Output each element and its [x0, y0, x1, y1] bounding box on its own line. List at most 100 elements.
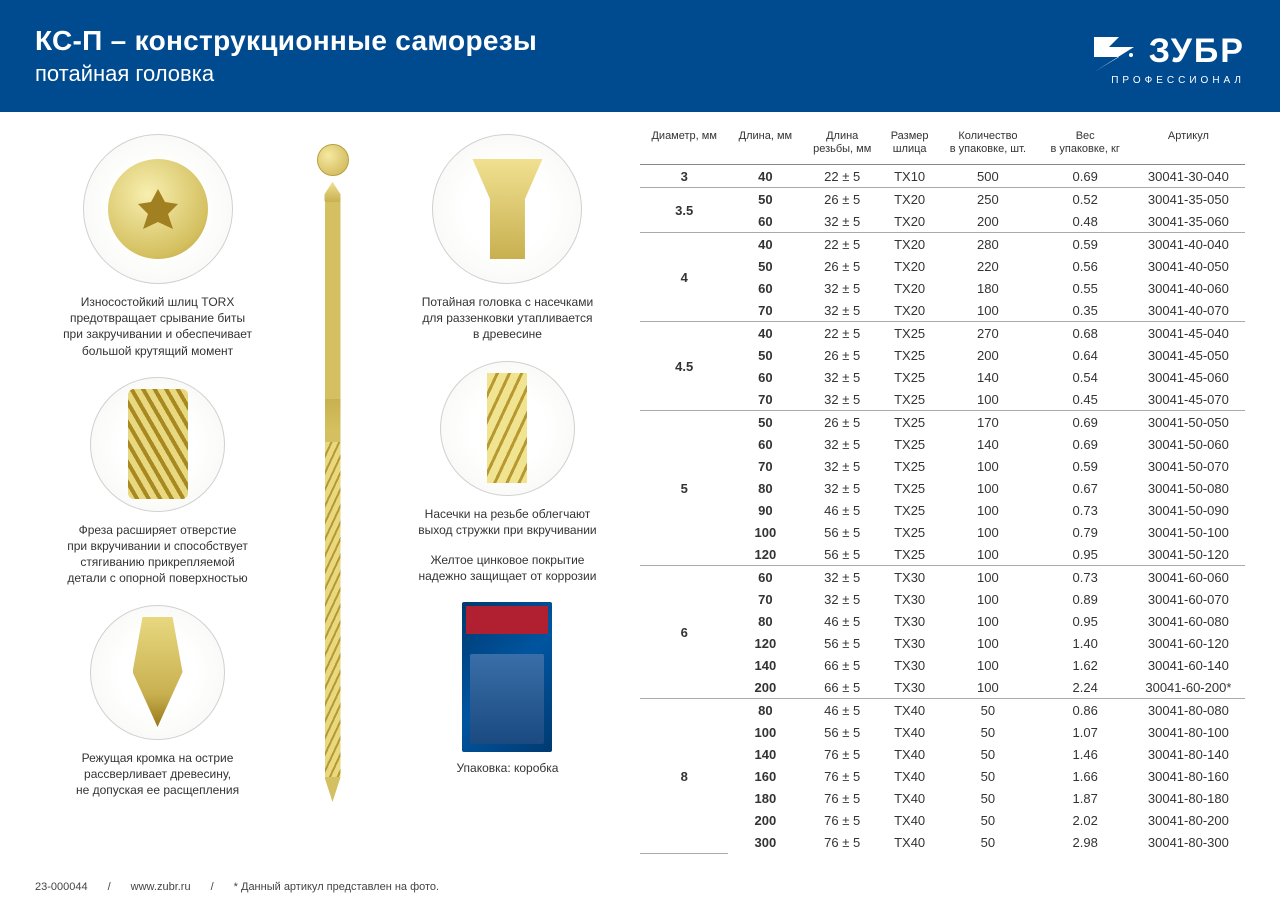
table-cell: TX30	[882, 676, 937, 699]
feature-thread: Насечки на резьбе облегчают выход стружк…	[385, 361, 630, 585]
features-left-col: Износостойкий шлиц TORX предотвращает ср…	[35, 134, 280, 860]
table-cell: 66 ± 5	[802, 654, 882, 676]
table-row: 3.55026 ± 5TX202500.5230041-35-050	[640, 188, 1245, 211]
table-cell: 30041-35-060	[1132, 210, 1245, 233]
table-cell: TX40	[882, 809, 937, 831]
table-cell: TX25	[882, 433, 937, 455]
table-cell: 0.69	[1039, 165, 1132, 188]
feature-tip: Режущая кромка на острие рассверливает д…	[35, 605, 280, 799]
feature-mill: Фреза расширяет отверстие при вкручивани…	[35, 377, 280, 587]
table-column-header: Длина резьбы, мм	[802, 126, 882, 165]
table-cell: TX25	[882, 388, 937, 411]
table-cell: 0.59	[1039, 455, 1132, 477]
table-cell: 60	[728, 366, 802, 388]
diameter-cell: 5	[640, 411, 728, 566]
table-cell: 0.95	[1039, 543, 1132, 566]
table-cell: 30041-60-140	[1132, 654, 1245, 676]
table-cell: 30041-60-200*	[1132, 676, 1245, 699]
table-cell: 100	[937, 388, 1038, 411]
table-cell: 100	[937, 299, 1038, 322]
table-cell: 140	[728, 654, 802, 676]
table-cell: 0.67	[1039, 477, 1132, 499]
table-cell: 160	[728, 765, 802, 787]
table-cell: 30041-80-160	[1132, 765, 1245, 787]
table-row: 12056 ± 5TX301001.4030041-60-120	[640, 632, 1245, 654]
table-cell: TX40	[882, 699, 937, 722]
table-cell: 100	[937, 499, 1038, 521]
table-cell: 50	[728, 411, 802, 434]
table-cell: 30041-80-200	[1132, 809, 1245, 831]
table-row: 14076 ± 5TX40501.4630041-80-140	[640, 743, 1245, 765]
table-cell: 50	[728, 344, 802, 366]
table-cell: 26 ± 5	[802, 255, 882, 277]
table-row: 5026 ± 5TX252000.6430041-45-050	[640, 344, 1245, 366]
table-cell: 0.86	[1039, 699, 1132, 722]
table-cell: 30041-40-040	[1132, 233, 1245, 256]
features-right-col: Потайная головка с насечками для раззенк…	[385, 134, 630, 860]
table-column-header: Вес в упаковке, кг	[1039, 126, 1132, 165]
table-cell: 60	[728, 566, 802, 589]
table-cell: 40	[728, 233, 802, 256]
table-cell: 50	[937, 699, 1038, 722]
table-cell: 120	[728, 632, 802, 654]
table-cell: 30041-80-140	[1132, 743, 1245, 765]
table-cell: 0.69	[1039, 411, 1132, 434]
table-cell: 100	[937, 632, 1038, 654]
table-cell: 0.64	[1039, 344, 1132, 366]
table-cell: TX25	[882, 344, 937, 366]
table-cell: 50	[937, 765, 1038, 787]
table-cell: 70	[728, 299, 802, 322]
table-cell: 100	[937, 566, 1038, 589]
footer: 23-000044 / www.zubr.ru / * Данный артик…	[0, 870, 1280, 904]
package-icon	[462, 602, 552, 752]
table-cell: TX25	[882, 477, 937, 499]
table-cell: 32 ± 5	[802, 299, 882, 322]
left-panel: Износостойкий шлиц TORX предотвращает ср…	[0, 112, 640, 870]
table-cell: 100	[937, 521, 1038, 543]
table-cell: 50	[728, 188, 802, 211]
table-cell: 76 ± 5	[802, 831, 882, 853]
table-cell: 22 ± 5	[802, 322, 882, 345]
table-cell: 30041-35-050	[1132, 188, 1245, 211]
table-cell: 270	[937, 322, 1038, 345]
table-cell: TX30	[882, 588, 937, 610]
table-cell: 100	[937, 610, 1038, 632]
table-cell: 100	[937, 455, 1038, 477]
table-cell: 50	[937, 809, 1038, 831]
table-cell: 30041-45-040	[1132, 322, 1245, 345]
table-cell: 46 ± 5	[802, 499, 882, 521]
table-cell: TX40	[882, 765, 937, 787]
table-cell: 250	[937, 188, 1038, 211]
table-row: 5026 ± 5TX202200.5630041-40-050	[640, 255, 1245, 277]
footer-note: * Данный артикул представлен на фото.	[234, 881, 439, 893]
table-cell: TX25	[882, 455, 937, 477]
footer-sep: /	[108, 881, 111, 893]
table-cell: 30041-50-050	[1132, 411, 1245, 434]
table-cell: 140	[937, 366, 1038, 388]
table-cell: 30041-60-080	[1132, 610, 1245, 632]
tip-detail-icon	[90, 605, 225, 740]
table-cell: 80	[728, 610, 802, 632]
table-header-row: Диаметр, ммДлина, ммДлина резьбы, ммРазм…	[640, 126, 1245, 165]
table-cell: 200	[728, 809, 802, 831]
table-cell: 30041-50-120	[1132, 543, 1245, 566]
table-row: 8032 ± 5TX251000.6730041-50-080	[640, 477, 1245, 499]
table-cell: TX20	[882, 255, 937, 277]
table-cell: 30041-40-060	[1132, 277, 1245, 299]
table-row: 55026 ± 5TX251700.6930041-50-050	[640, 411, 1245, 434]
table-cell: TX20	[882, 210, 937, 233]
table-cell: 0.45	[1039, 388, 1132, 411]
table-cell: 1.40	[1039, 632, 1132, 654]
table-cell: 50	[937, 787, 1038, 809]
table-cell: 100	[937, 654, 1038, 676]
table-cell: 30041-80-100	[1132, 721, 1245, 743]
table-row: 14066 ± 5TX301001.6230041-60-140	[640, 654, 1245, 676]
table-cell: 220	[937, 255, 1038, 277]
brand-name: ЗУБР	[1149, 32, 1245, 71]
table-cell: 46 ± 5	[802, 610, 882, 632]
table-cell: 170	[937, 411, 1038, 434]
feature-caption: Упаковка: коробка	[385, 760, 630, 776]
table-cell: 30041-45-070	[1132, 388, 1245, 411]
table-row: 4.54022 ± 5TX252700.6830041-45-040	[640, 322, 1245, 345]
feature-caption: Износостойкий шлиц TORX предотвращает ср…	[35, 294, 280, 359]
